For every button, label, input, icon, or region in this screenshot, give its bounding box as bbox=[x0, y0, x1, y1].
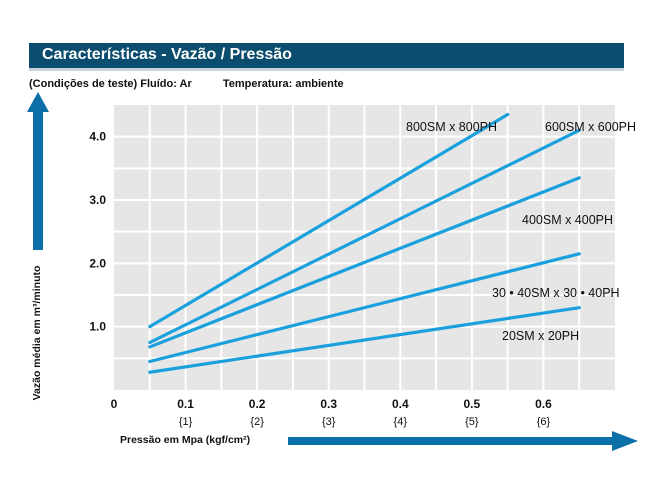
y-axis-arrow-shaft bbox=[33, 105, 43, 250]
series-label: 800SM x 800PH bbox=[406, 120, 497, 134]
x-tick-label: 0 bbox=[111, 397, 118, 411]
x-tick-label-secondary: {6} bbox=[537, 416, 551, 428]
series-label: 20SM x 20PH bbox=[502, 329, 579, 343]
page-title: Características - Vazão / Pressão bbox=[42, 46, 292, 63]
grid-lines bbox=[114, 105, 615, 390]
y-axis-label: Vazão média em m³/minuto bbox=[31, 266, 43, 401]
x-tick-label: 0.2 bbox=[249, 397, 266, 411]
series-label: 30 • 40SM x 30 • 40PH bbox=[492, 286, 620, 300]
fluid-condition: (Condições de teste) Fluído: Ar bbox=[29, 78, 192, 90]
x-tick-label: 0.1 bbox=[177, 397, 194, 411]
y-axis-label-group: Vazão média em m³/minuto bbox=[27, 92, 49, 400]
x-tick-label: 0.6 bbox=[535, 397, 552, 411]
x-tick-label-secondary: {5} bbox=[465, 416, 479, 428]
test-conditions: (Condições de teste) Fluído: Ar Temperat… bbox=[29, 78, 344, 90]
series-line bbox=[148, 112, 510, 329]
y-tick-label: 2.0 bbox=[89, 256, 106, 270]
x-tick-label: 0.5 bbox=[464, 397, 481, 411]
x-axis-label: Pressão em Mpa (kgf/cm²) bbox=[120, 434, 250, 446]
series-line bbox=[148, 306, 581, 374]
x-tick-label: 0.3 bbox=[320, 397, 337, 411]
x-tick-label-secondary: {4} bbox=[394, 416, 408, 428]
series-lines bbox=[148, 112, 581, 374]
x-tick-label: 0.4 bbox=[392, 397, 409, 411]
x-tick-label-secondary: {1} bbox=[179, 416, 193, 428]
y-axis-arrow-head bbox=[27, 92, 49, 112]
x-axis-arrow-shaft bbox=[288, 437, 620, 445]
series-label: 600SM x 600PH bbox=[545, 120, 636, 134]
series-label: 400SM x 400PH bbox=[522, 213, 613, 227]
title-bar: Características - Vazão / Pressão bbox=[29, 43, 624, 71]
series-line bbox=[148, 176, 581, 349]
x-tick-label-secondary: {2} bbox=[250, 416, 264, 428]
series-line bbox=[148, 128, 581, 345]
temperature-condition: Temperatura: ambiente bbox=[222, 78, 344, 90]
x-tick-labels: 0 0.1 0.2 0.3 0.4 0.5 0.6 bbox=[111, 397, 552, 411]
x-tick-labels-kgf: {1} {2} {3} {4} {5} {6} bbox=[179, 416, 551, 428]
x-axis-arrow-head bbox=[612, 431, 638, 451]
x-axis-label-group: Pressão em Mpa (kgf/cm²) bbox=[120, 431, 638, 451]
y-tick-label: 1.0 bbox=[89, 320, 106, 334]
y-tick-label: 4.0 bbox=[89, 130, 106, 144]
x-tick-label-secondary: {3} bbox=[322, 416, 336, 428]
y-tick-label: 3.0 bbox=[89, 193, 106, 207]
series-labels: 800SM x 800PH 600SM x 600PH 400SM x 400PH 3… bbox=[406, 120, 636, 343]
series-line bbox=[148, 252, 581, 364]
y-tick-labels: 1.0 2.0 3.0 4.0 bbox=[89, 130, 106, 334]
